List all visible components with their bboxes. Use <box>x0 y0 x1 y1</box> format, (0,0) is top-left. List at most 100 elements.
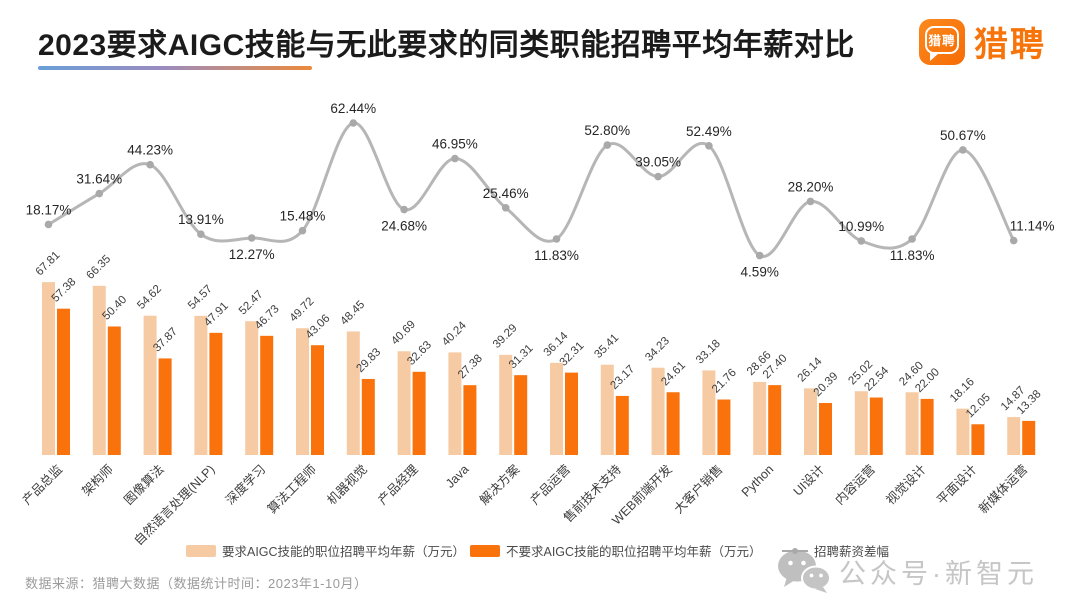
category-label: Python <box>739 462 776 499</box>
legend-label: 不要求AIGC技能的职位招聘平均年薪（万元） <box>506 545 762 559</box>
salary-gap-label: 52.80% <box>584 123 630 138</box>
salary-gap-label: 11.14% <box>1010 219 1055 234</box>
watermark-text: 公众号·新智元 <box>839 558 1038 589</box>
salary-gap-point <box>298 226 307 235</box>
bar-value-label: 26.14 <box>796 355 825 384</box>
salary-gap-point <box>908 235 916 243</box>
aigc-required-bar <box>397 351 411 455</box>
bar-value-label: 54.57 <box>186 283 215 312</box>
no-aigc-bar <box>717 399 731 455</box>
category-label: 产品总监 <box>20 462 65 507</box>
aigc-required-bar <box>42 282 55 455</box>
legend-label: 招聘薪资差幅 <box>814 545 890 559</box>
salary-gap-point <box>197 230 205 239</box>
bar-value-label: 20.39 <box>812 370 841 399</box>
speech-bubble-tail <box>930 52 939 61</box>
aigc-required-bar <box>143 315 157 455</box>
title-underline <box>38 66 312 70</box>
aigc-required-bar <box>702 370 716 455</box>
aigc-required-bar <box>1007 417 1021 455</box>
bar-value-label: 34.23 <box>643 335 672 364</box>
liepin-logo-icon: 猎聘 <box>919 18 965 65</box>
legend-swatch-no-aigc <box>470 544 500 557</box>
bar-value-label: 67.81 <box>34 249 63 278</box>
category-label: 图像算法 <box>121 462 167 508</box>
salary-gap-label: 31.64% <box>76 172 122 187</box>
salary-gap-label: 24.68% <box>381 219 427 234</box>
salary-gap-label: 46.95% <box>432 137 478 152</box>
no-aigc-bar <box>361 378 375 455</box>
no-aigc-bar <box>412 371 426 455</box>
salary-gap-label: 39.05% <box>635 155 681 170</box>
aigc-required-bar <box>905 392 919 455</box>
salary-gap-point <box>1009 236 1018 245</box>
salary-gap-point <box>857 237 866 245</box>
salary-gap-line <box>47 121 1016 258</box>
bar-value-label: 39.29 <box>491 322 520 351</box>
aigc-required-bar <box>346 331 360 455</box>
salary-gap-point <box>654 172 662 181</box>
salary-gap-label: 10.99% <box>838 219 884 234</box>
no-aigc-bar <box>311 345 324 455</box>
no-aigc-bar <box>514 375 528 455</box>
no-aigc-bar <box>920 398 934 455</box>
no-aigc-bar <box>57 308 70 455</box>
aigc-required-bar <box>550 362 563 455</box>
bar-value-label: 52.47 <box>237 288 266 317</box>
legend-item-aigc-required: 要求AIGC技能的职位招聘平均年薪（万元） <box>186 541 465 560</box>
no-aigc-bar <box>869 397 883 455</box>
category-label: Java <box>443 462 472 491</box>
salary-gap-label: 18.17% <box>26 202 72 217</box>
salary-gap-point <box>95 189 104 198</box>
logo-bubble-text: 猎聘 <box>928 34 956 48</box>
wechat-icon <box>778 550 831 593</box>
bar-value-label: 54.62 <box>135 283 164 312</box>
bar-value-label: 46.73 <box>253 303 282 332</box>
liepin-brand: 猎聘 猎聘 <box>919 17 1046 66</box>
salary-gap-label: 28.20% <box>788 179 834 194</box>
page-title: 2023要求AIGC技能与无此要求的同类职能招聘平均年薪对比 <box>38 29 855 62</box>
brand-name: 猎聘 <box>974 26 1046 64</box>
category-label: 大客户销售 <box>671 462 726 517</box>
no-aigc-bar <box>768 385 782 455</box>
data-source-note: 数据来源：猎聘大数据（数据统计时间：2023年1-10月） <box>25 576 368 591</box>
salary-gap-point <box>247 234 256 242</box>
aigc-required-bar <box>194 315 208 455</box>
no-aigc-bar <box>1022 420 1036 455</box>
salary-gap-point <box>451 154 459 163</box>
no-aigc-bar <box>615 395 629 455</box>
salary-gap-point <box>705 142 713 150</box>
bar-value-label: 66.35 <box>84 253 113 282</box>
aigc-required-bar <box>804 388 817 455</box>
category-label: 内容运营 <box>832 462 878 508</box>
salary-gap-point <box>44 220 53 229</box>
aigc-required-bar <box>296 328 309 455</box>
category-label: 算法工程师 <box>264 462 319 517</box>
category-label: UI设计 <box>790 462 827 499</box>
salary-gap-label: 11.83% <box>890 248 935 263</box>
legend-swatch-aigc-required <box>186 544 216 557</box>
speech-bubble-icon: 猎聘 <box>925 25 959 54</box>
aigc-required-bar <box>651 367 665 455</box>
bar-value-label: 40.24 <box>440 319 469 348</box>
category-label: 机器视觉 <box>324 462 370 508</box>
salary-gap-point <box>349 119 358 127</box>
aigc-required-bar <box>499 354 513 455</box>
aigc-required-bar <box>245 321 259 455</box>
category-label: 架构师 <box>79 462 116 499</box>
no-aigc-bar <box>666 392 680 455</box>
salary-gap-label: 11.83% <box>534 248 579 263</box>
bar-value-label: 12.05 <box>964 392 993 421</box>
watermark: 公众号·新智元 <box>777 549 1038 593</box>
bar-value-label: 43.06 <box>304 312 333 341</box>
salary-gap-label: 4.59% <box>741 265 779 280</box>
aigc-required-bar <box>600 364 614 455</box>
salary-gap-point <box>806 197 815 206</box>
category-label: 视觉设计 <box>883 462 929 508</box>
bar-value-label: 18.16 <box>948 376 977 405</box>
category-label: 解决方案 <box>476 461 522 507</box>
no-aigc-bar <box>209 332 223 455</box>
salary-gap-label: 12.27% <box>229 247 275 262</box>
salary-gap-point <box>501 203 510 212</box>
